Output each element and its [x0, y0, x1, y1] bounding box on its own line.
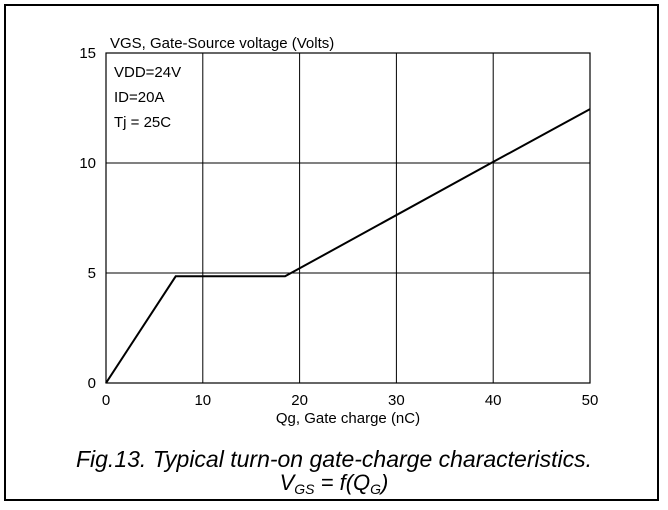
y-tick-labels: 0 5 10 15 — [79, 45, 96, 392]
condition-label: Tj = 25C — [114, 114, 171, 131]
x-tick-label: 40 — [485, 392, 502, 409]
figure-caption: Fig.13. Typical turn-on gate-charge char… — [75, 446, 593, 472]
y-tick-label: 5 — [88, 265, 96, 282]
figure-frame — [4, 4, 659, 501]
y-tick-label: 10 — [79, 155, 96, 172]
y-tick-label: 0 — [88, 375, 96, 392]
test-conditions: VDD=24V ID=20A Tj = 25C — [114, 64, 181, 131]
x-axis-label: Qg, Gate charge (nC) — [276, 410, 420, 427]
condition-label: VDD=24V — [114, 64, 181, 81]
plot-area — [105, 52, 591, 384]
x-tick-label: 20 — [291, 392, 308, 409]
formula-v: V — [279, 470, 295, 495]
y-tick-label: 15 — [79, 45, 96, 62]
figure-formula: VGS = f(QG) — [0, 470, 668, 497]
y-axis-label: VGS, Gate-Source voltage (Volts) — [110, 35, 334, 52]
x-tick-label: 10 — [194, 392, 211, 409]
formula-sub-g: G — [370, 481, 382, 497]
vgs-curve — [105, 108, 591, 384]
formula-mid: = f(Q — [314, 470, 371, 495]
formula-end: ) — [381, 470, 389, 495]
grid-lines — [106, 53, 590, 383]
condition-label: ID=20A — [114, 89, 164, 106]
x-tick-label: 30 — [388, 392, 405, 409]
formula-sub-gs: GS — [294, 481, 315, 497]
x-tick-label: 50 — [582, 392, 599, 409]
x-tick-label: 0 — [102, 392, 110, 409]
x-tick-labels: 0 10 20 30 40 50 — [102, 392, 599, 409]
